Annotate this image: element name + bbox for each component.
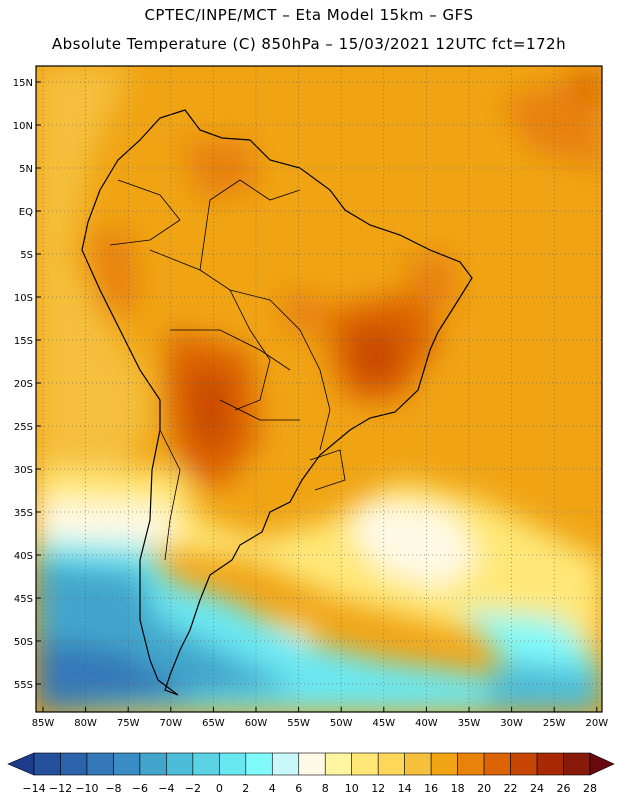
lat-label: 35S (14, 508, 33, 519)
colorbar-cell (192, 752, 220, 776)
colorbar-min-arrow (7, 752, 35, 776)
colorbar-label: −10 (75, 782, 98, 795)
lat-label: 5N (19, 164, 33, 175)
colorbar-label: 22 (504, 782, 518, 795)
colorbar-label: 10 (345, 782, 359, 795)
colorbar-cell (404, 752, 432, 776)
lat-label: 45S (14, 594, 33, 605)
colorbar-cell (33, 752, 61, 776)
lon-label: 35W (458, 718, 481, 729)
colorbar-label: 20 (477, 782, 491, 795)
lon-label: 20W (585, 718, 608, 729)
colorbar-cell (536, 752, 564, 776)
colorbar-cell (60, 752, 88, 776)
colorbar-label: 28 (583, 782, 597, 795)
colorbar-label: 14 (398, 782, 412, 795)
colorbar-max-arrow (589, 752, 615, 776)
lon-label: 45W (372, 718, 395, 729)
lon-label: 85W (32, 718, 55, 729)
colorbar-label: 24 (530, 782, 544, 795)
colorbar-cell (377, 752, 405, 776)
colorbar-label: 12 (371, 782, 385, 795)
colorbar-label: 18 (451, 782, 465, 795)
colorbar-label: −4 (158, 782, 174, 795)
colorbar-label: 4 (269, 782, 276, 795)
lon-label: 75W (117, 718, 140, 729)
lon-label: 30W (500, 718, 523, 729)
colorbar-label: 16 (424, 782, 438, 795)
colorbar-cell (245, 752, 273, 776)
lat-label: 10N (13, 121, 33, 132)
colorbar-cell (86, 752, 114, 776)
lon-label: 65W (202, 718, 225, 729)
colorbar-label: −8 (105, 782, 121, 795)
colorbar: −14 −12 −10 −8 −6 −4 −2 0 2 4 6 8 10 12 14 16 18 20 22 24 26… (7, 752, 615, 795)
colorbar-cell (324, 752, 353, 776)
south-america-outline (81, 109, 473, 696)
colorbar-label: 2 (242, 782, 249, 795)
map-title-line1: CPTEC/INPE/MCT – Eta Model 15km – GFS (144, 6, 474, 24)
lon-label: 25W (543, 718, 566, 729)
lat-label: 40S (14, 551, 33, 562)
lon-label: 60W (245, 718, 268, 729)
colorbar-label: 8 (322, 782, 329, 795)
colorbar-cell (563, 752, 591, 776)
lat-label: 50S (14, 637, 33, 648)
lat-label: 25S (14, 422, 33, 433)
lat-label: 5S (20, 250, 33, 261)
lon-label: 50W (330, 718, 353, 729)
lon-label: 80W (74, 718, 97, 729)
colorbar-label: −14 (22, 782, 45, 795)
colorbar-cell (139, 752, 167, 776)
colorbar-label: −6 (132, 782, 148, 795)
lat-label: 30S (14, 465, 33, 476)
map-title-line2: Absolute Temperature (C) 850hPa – 15/03/… (51, 35, 567, 53)
temperature-map: 15N 10N 5N EQ 5S 10S 15S 20S 25S 30S 35S 40S 45S 50S 5… (13, 65, 608, 729)
colorbar-cell (430, 752, 458, 776)
lat-label: 20S (14, 379, 33, 390)
colorbar-cell (219, 752, 247, 776)
lon-label: 55W (287, 718, 310, 729)
lat-label: 15N (13, 78, 33, 89)
colorbar-cell (271, 752, 300, 776)
colorbar-cell (483, 752, 511, 776)
colorbar-cell (457, 752, 485, 776)
colorbar-cell (166, 752, 194, 776)
colorbar-cell (113, 752, 141, 776)
colorbar-cell (298, 752, 326, 776)
lon-label: 70W (159, 718, 182, 729)
colorbar-label: 26 (557, 782, 571, 795)
colorbar-label: 6 (295, 782, 302, 795)
temperature-field (36, 66, 602, 712)
lon-label: 40W (415, 718, 438, 729)
lat-label: EQ (19, 207, 33, 218)
colorbar-cell (351, 752, 379, 776)
colorbar-label: −2 (185, 782, 201, 795)
colorbar-cell (510, 752, 538, 776)
lat-label: 10S (14, 293, 33, 304)
colorbar-label: −12 (49, 782, 72, 795)
axis-ticks: 15N 10N 5N EQ 5S 10S 15S 20S 25S 30S 35S 40S 45S 50S 5… (13, 78, 608, 729)
lat-label: 55S (14, 680, 33, 691)
map-frame (35, 65, 603, 713)
lat-label: 15S (14, 336, 33, 347)
colorbar-label: 0 (216, 782, 223, 795)
